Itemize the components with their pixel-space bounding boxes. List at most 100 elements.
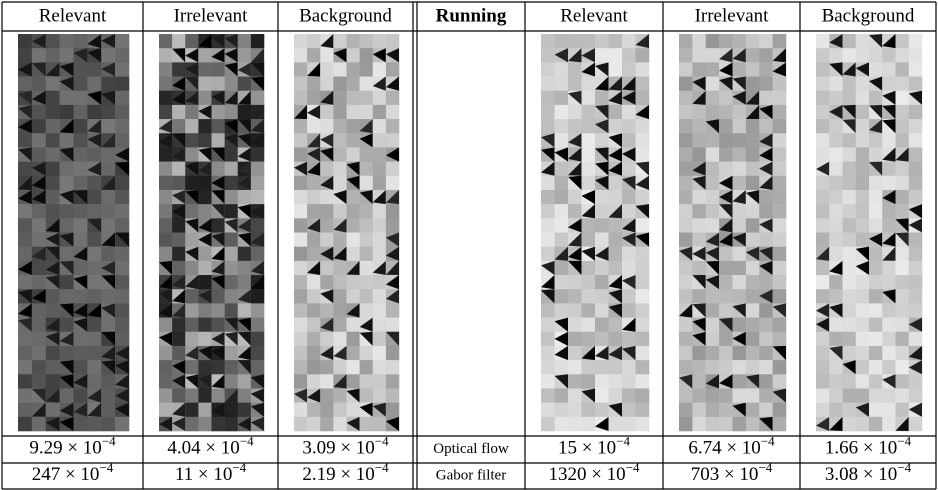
image-patch (115, 261, 129, 275)
image-patch (87, 233, 101, 247)
image-patch (320, 332, 333, 346)
image-patch (595, 204, 609, 218)
image-patch (307, 289, 320, 303)
image-patch (636, 48, 650, 62)
image-patch (251, 190, 264, 204)
image-patch (115, 218, 129, 232)
image-patch (856, 48, 870, 62)
image-patch (541, 62, 555, 76)
image-patch (238, 303, 251, 317)
image-patch (843, 48, 857, 62)
image-patch (360, 105, 373, 119)
image-patch (74, 62, 88, 76)
image-patch (225, 105, 238, 119)
image-patch (882, 318, 896, 332)
image-patch (622, 204, 636, 218)
image-patch (869, 261, 883, 275)
image-patch (225, 204, 238, 218)
image-patch (679, 204, 693, 218)
image-patch (172, 261, 185, 275)
image-patch (360, 48, 373, 62)
image-patch (238, 34, 251, 48)
image-patch (172, 218, 185, 232)
image-patch (679, 388, 693, 402)
image-patch (733, 218, 747, 232)
image-patch (87, 275, 101, 289)
image-patch (541, 388, 555, 402)
image-patch (46, 119, 60, 133)
image-patch (882, 218, 896, 232)
image-patch (347, 360, 360, 374)
image-patch (843, 218, 857, 232)
image-patch (746, 34, 760, 48)
image-patch (636, 62, 650, 76)
image-patch (115, 332, 129, 346)
value-exponent: −4 (375, 460, 389, 475)
value-cell: 1.66 × 10−4 (825, 433, 912, 458)
image-patch (636, 388, 650, 402)
image-patch (251, 162, 264, 176)
image-patch (829, 403, 843, 417)
image-patch (595, 48, 609, 62)
image-patch (185, 34, 198, 48)
image-patch (320, 162, 333, 176)
image-patch (636, 374, 650, 388)
value-text: 9.29 × 10 (29, 438, 101, 459)
image-patch (307, 77, 320, 91)
image-patch (74, 388, 88, 402)
image-patch (882, 261, 896, 275)
image-patch (333, 360, 346, 374)
image-patch (18, 48, 32, 62)
image-patch (856, 162, 870, 176)
image-patch (706, 360, 720, 374)
image-patch (333, 62, 346, 76)
image-patch (347, 105, 360, 119)
image-patch (746, 360, 760, 374)
image-patch (115, 119, 129, 133)
image-patch (869, 417, 883, 431)
image-patch (307, 275, 320, 289)
value-exponent: −4 (99, 460, 113, 475)
image-patch (347, 147, 360, 161)
image-patch (541, 77, 555, 91)
image-patch (582, 289, 596, 303)
image-patch (373, 204, 386, 218)
image-patch (360, 374, 373, 388)
image-patch (101, 318, 115, 332)
image-patch (373, 318, 386, 332)
image-patch (759, 119, 773, 133)
image-patch (609, 247, 623, 261)
image-patch (373, 91, 386, 105)
image-patch (746, 233, 760, 247)
image-patch (238, 261, 251, 275)
image-patch (198, 62, 211, 76)
image-patch (159, 360, 172, 374)
image-patch (115, 247, 129, 261)
image-patch (582, 176, 596, 190)
image-patch (909, 374, 923, 388)
image-patch (541, 360, 555, 374)
image-patch (18, 360, 32, 374)
image-patch (159, 77, 172, 91)
image-patch (609, 48, 623, 62)
image-patch (816, 275, 830, 289)
image-patch (541, 247, 555, 261)
image-patch (869, 403, 883, 417)
image-patch (568, 374, 582, 388)
image-patch (843, 162, 857, 176)
image-patch (541, 34, 555, 48)
image-patch (333, 176, 346, 190)
image-patch (909, 105, 923, 119)
image-patch (18, 275, 32, 289)
image-patch (185, 388, 198, 402)
image-patch (198, 275, 211, 289)
image-patch (706, 417, 720, 431)
image-patch (609, 388, 623, 402)
image-patch (225, 303, 238, 317)
image-patch (198, 48, 211, 62)
image-patch (568, 190, 582, 204)
image-patch (692, 346, 706, 360)
image-patch (386, 176, 399, 190)
value-exponent: −4 (758, 460, 772, 475)
image-patch (185, 318, 198, 332)
